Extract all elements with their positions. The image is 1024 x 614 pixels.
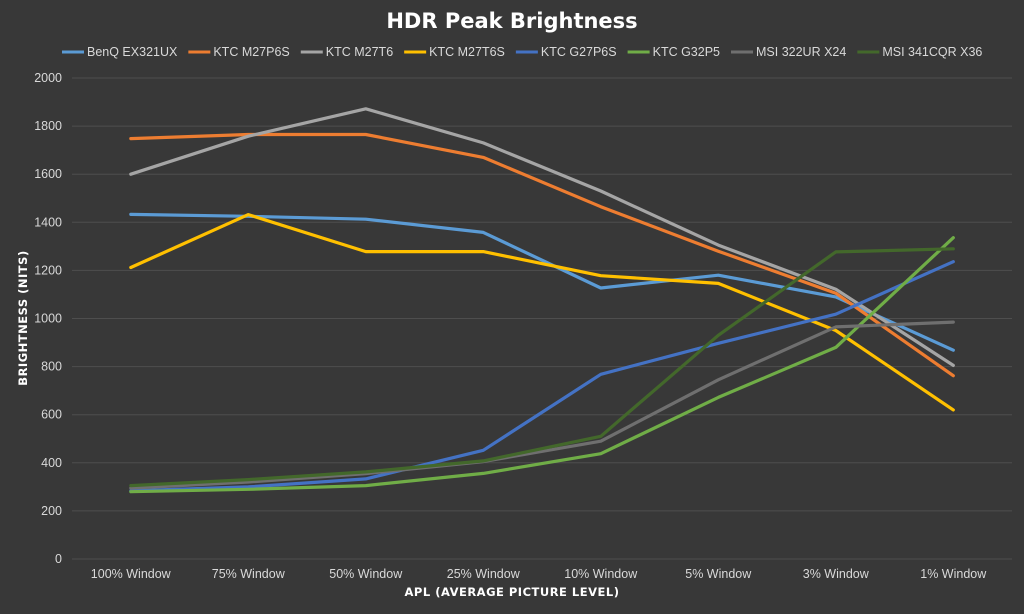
x-tick-label: 50% Window — [329, 567, 403, 581]
legend-label: BenQ EX321UX — [87, 45, 178, 59]
series-line-7 — [129, 247, 955, 488]
x-tick-label: 3% Window — [803, 567, 870, 581]
legend-label: KTC M27T6S — [429, 45, 505, 59]
legend-item[interactable]: KTC M27T6S — [404, 45, 505, 59]
x-axis-title: APL (AVERAGE PICTURE LEVEL) — [405, 585, 620, 599]
series-line-0 — [129, 212, 955, 352]
y-tick-label: 200 — [41, 504, 62, 518]
x-tick-label: 5% Window — [685, 567, 752, 581]
x-tick-label: 1% Window — [920, 567, 987, 581]
series-line-5 — [129, 236, 955, 494]
legend-item[interactable]: KTC G32P5 — [627, 45, 720, 59]
y-tick-label: 1800 — [34, 119, 62, 133]
x-tick-label: 75% Window — [212, 567, 286, 581]
y-axis-ticks: 0 200 400 600 800 1000 1200 1400 1600 1800 2000 — [34, 71, 62, 566]
legend-item[interactable]: MSI 322UR X24 — [731, 45, 846, 59]
legend-item[interactable]: BenQ EX321UX — [62, 45, 178, 59]
x-tick-label: 25% Window — [447, 567, 521, 581]
y-tick-label: 1000 — [34, 312, 62, 326]
y-tick-label: 1400 — [34, 215, 62, 229]
legend-item[interactable]: KTC M27T6 — [300, 45, 393, 59]
y-tick-label: 400 — [41, 456, 62, 470]
legend-label: KTC G32P5 — [653, 45, 720, 59]
series-line-6 — [129, 320, 955, 490]
legend-item[interactable]: MSI 341CQR X36 — [857, 45, 982, 59]
legend-label: KTC M27P6S — [213, 45, 289, 59]
x-tick-label: 10% Window — [564, 567, 638, 581]
legend: BenQ EX321UX KTC M27P6S KTC M27T6 KTC M27T6… — [62, 45, 982, 59]
series-line-4 — [129, 260, 955, 493]
x-axis-ticks: 100% Window 75% Window 50% Window 25% Windo… — [91, 567, 987, 581]
y-tick-label: 800 — [41, 360, 62, 374]
legend-label: KTC G27P6S — [541, 45, 617, 59]
y-tick-label: 1600 — [34, 167, 62, 181]
y-tick-label: 0 — [55, 552, 62, 566]
y-tick-label: 1200 — [34, 263, 62, 277]
legend-item[interactable]: KTC G27P6S — [515, 45, 617, 59]
x-tick-label: 100% Window — [91, 567, 172, 581]
legend-label: MSI 341CQR X36 — [882, 45, 982, 59]
series-line-2 — [129, 107, 955, 367]
chart-title: HDR Peak Brightness — [386, 9, 637, 33]
y-tick-label: 600 — [41, 408, 62, 422]
legend-label: MSI 322UR X24 — [756, 45, 846, 59]
gridlines — [72, 77, 1012, 560]
series-line-3 — [129, 213, 955, 412]
legend-label: KTC M27T6 — [326, 45, 393, 59]
series-line-1 — [129, 132, 955, 378]
series-lines — [129, 107, 955, 494]
y-axis-title: BRIGHTNESS (NITS) — [16, 250, 30, 385]
legend-item[interactable]: KTC M27P6S — [188, 45, 290, 59]
y-tick-label: 2000 — [34, 71, 62, 85]
